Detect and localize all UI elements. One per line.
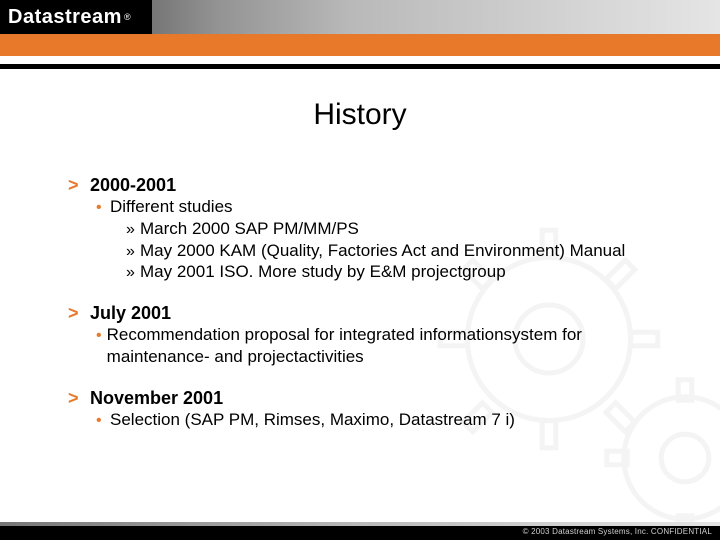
brand-block: Datastream ®: [0, 0, 152, 34]
section-title: July 2001: [90, 303, 171, 324]
section-title: November 2001: [90, 388, 223, 409]
brand-registered: ®: [124, 12, 131, 22]
bullet-icon: •: [96, 199, 110, 217]
chevron-icon: >: [68, 175, 82, 196]
section: > 2000-2001 • Different studies » March …: [68, 175, 668, 283]
subbullet-item: » May 2000 KAM (Quality, Factories Act a…: [126, 240, 668, 262]
bullet-text: Different studies: [110, 196, 233, 218]
subbullet-text: May 2000 KAM (Quality, Factories Act and…: [140, 240, 625, 262]
section-header: > 2000-2001: [68, 175, 668, 196]
bullet-icon: •: [96, 327, 107, 345]
title-row: History: [0, 98, 720, 132]
header-gradient: [152, 0, 720, 34]
header-strip: Datastream ®: [0, 0, 720, 34]
bullet-text: Selection (SAP PM, Rimses, Maximo, Datas…: [110, 409, 515, 431]
chevron-icon: >: [68, 303, 82, 324]
slide: Datastream ®: [0, 0, 720, 540]
bullet-icon: •: [96, 412, 110, 430]
chevron-icon: >: [68, 388, 82, 409]
subbullet-text: May 2001 ISO. More study by E&M projectg…: [140, 261, 506, 283]
orange-bar: [0, 34, 720, 56]
white-gap: [0, 56, 720, 64]
bullet-item: • Selection (SAP PM, Rimses, Maximo, Dat…: [96, 409, 668, 431]
bullet-item: • Different studies: [96, 196, 668, 218]
section: > November 2001 • Selection (SAP PM, Rim…: [68, 388, 668, 431]
footer-bar: © 2003 Datastream Systems, Inc. CONFIDEN…: [0, 526, 720, 540]
bullet-text: Recommendation proposal for integrated i…: [107, 324, 668, 368]
subbullet-icon: »: [126, 221, 140, 239]
content-area: > 2000-2001 • Different studies » March …: [68, 175, 668, 450]
thin-black-bar: [0, 64, 720, 69]
brand-name: Datastream: [8, 6, 122, 29]
subbullet-icon: »: [126, 264, 140, 282]
subbullet-item: » March 2000 SAP PM/MM/PS: [126, 218, 668, 240]
slide-title: History: [313, 98, 406, 131]
section-header: > July 2001: [68, 303, 668, 324]
subbullet-text: March 2000 SAP PM/MM/PS: [140, 218, 359, 240]
footer-text: © 2003 Datastream Systems, Inc. CONFIDEN…: [523, 527, 712, 536]
bullet-item: • Recommendation proposal for integrated…: [96, 324, 668, 368]
subbullet-item: » May 2001 ISO. More study by E&M projec…: [126, 261, 668, 283]
section-title: 2000-2001: [90, 175, 176, 196]
section: > July 2001 • Recommendation proposal fo…: [68, 303, 668, 368]
section-header: > November 2001: [68, 388, 668, 409]
subbullet-icon: »: [126, 243, 140, 261]
